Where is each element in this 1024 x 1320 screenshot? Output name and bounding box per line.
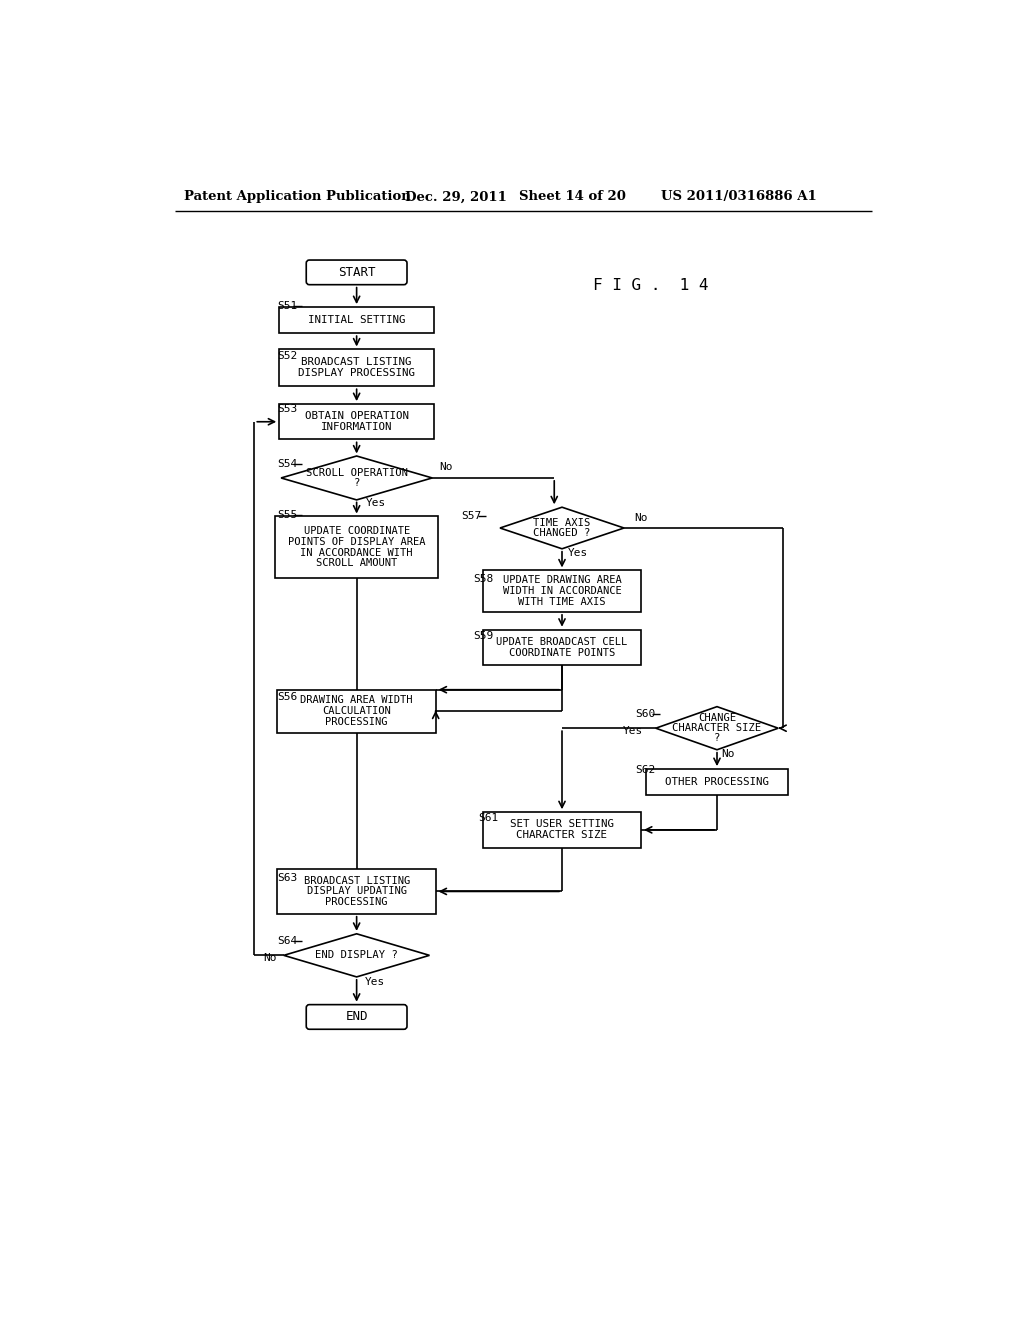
Text: Yes: Yes (366, 499, 386, 508)
Bar (280, 308, 434, 333)
Text: END DISPLAY ?: END DISPLAY ? (315, 950, 398, 961)
Text: No: No (634, 513, 647, 523)
Text: S51: S51 (276, 301, 297, 312)
Polygon shape (500, 507, 624, 549)
Polygon shape (655, 706, 778, 750)
Text: PROCESSING: PROCESSING (326, 717, 388, 727)
Text: COORDINATE POINTS: COORDINATE POINTS (509, 648, 615, 657)
Text: F I G .  1 4: F I G . 1 4 (593, 279, 709, 293)
Text: S63: S63 (276, 873, 297, 883)
Text: CALCULATION: CALCULATION (323, 706, 391, 717)
Text: Yes: Yes (365, 977, 385, 986)
Bar (278, 869, 436, 913)
Text: CHARACTER SIZE: CHARACTER SIZE (516, 830, 607, 841)
Text: WITH TIME AXIS: WITH TIME AXIS (518, 597, 606, 607)
Text: DISPLAY PROCESSING: DISPLAY PROCESSING (298, 368, 415, 379)
Text: Dec. 29, 2011: Dec. 29, 2011 (406, 190, 507, 203)
Text: ?: ? (714, 733, 720, 743)
Text: S61: S61 (478, 813, 499, 822)
Text: S54: S54 (276, 459, 297, 469)
Text: OBTAIN OPERATION: OBTAIN OPERATION (304, 412, 409, 421)
Text: Patent Application Publication: Patent Application Publication (183, 190, 411, 203)
Text: UPDATE COORDINATE: UPDATE COORDINATE (303, 527, 410, 536)
Text: UPDATE DRAWING AREA: UPDATE DRAWING AREA (503, 576, 622, 585)
Bar (275, 516, 438, 578)
Bar (482, 570, 641, 612)
Text: SET USER SETTING: SET USER SETTING (510, 820, 614, 829)
Text: S55: S55 (276, 510, 297, 520)
Text: SCROLL OPERATION: SCROLL OPERATION (305, 469, 408, 478)
Text: Sheet 14 of 20: Sheet 14 of 20 (519, 190, 627, 203)
Bar (646, 770, 787, 795)
Text: DRAWING AREA WIDTH: DRAWING AREA WIDTH (300, 696, 413, 705)
Text: WIDTH IN ACCORDANCE: WIDTH IN ACCORDANCE (503, 586, 622, 597)
Bar (482, 812, 641, 847)
Text: END: END (345, 1010, 368, 1023)
Text: BROADCAST LISTING: BROADCAST LISTING (303, 875, 410, 886)
Text: Yes: Yes (624, 726, 643, 737)
Text: INFORMATION: INFORMATION (321, 422, 392, 432)
Text: START: START (338, 265, 376, 279)
Text: S56: S56 (276, 693, 297, 702)
Text: IN ACCORDANCE WITH: IN ACCORDANCE WITH (300, 548, 413, 557)
Text: UPDATE BROADCAST CELL: UPDATE BROADCAST CELL (497, 638, 628, 647)
Text: S64: S64 (276, 936, 297, 946)
Text: CHARACTER SIZE: CHARACTER SIZE (673, 723, 762, 733)
Text: No: No (722, 750, 735, 759)
Text: DISPLAY UPDATING: DISPLAY UPDATING (306, 887, 407, 896)
Text: BROADCAST LISTING: BROADCAST LISTING (301, 358, 412, 367)
Text: SCROLL AMOUNT: SCROLL AMOUNT (316, 558, 397, 569)
Bar (280, 404, 434, 440)
Text: PROCESSING: PROCESSING (326, 898, 388, 907)
Text: No: No (263, 953, 276, 964)
Bar (280, 350, 434, 387)
Bar (482, 630, 641, 665)
Polygon shape (284, 933, 429, 977)
Text: POINTS OF DISPLAY AREA: POINTS OF DISPLAY AREA (288, 537, 425, 546)
Text: US 2011/0316886 A1: US 2011/0316886 A1 (662, 190, 817, 203)
Text: CHANGE: CHANGE (698, 713, 736, 723)
FancyBboxPatch shape (306, 260, 407, 285)
Text: S59: S59 (473, 631, 494, 640)
Polygon shape (281, 455, 432, 500)
Text: Yes: Yes (568, 548, 589, 557)
FancyBboxPatch shape (306, 1005, 407, 1030)
Text: S60: S60 (636, 709, 656, 719)
Text: INITIAL SETTING: INITIAL SETTING (308, 315, 406, 325)
Text: ?: ? (353, 478, 359, 488)
Text: S52: S52 (276, 351, 297, 360)
Text: TIME AXIS: TIME AXIS (534, 517, 591, 528)
Text: S53: S53 (276, 404, 297, 414)
Text: CHANGED ?: CHANGED ? (534, 528, 591, 539)
Text: S57: S57 (461, 511, 481, 520)
Bar (278, 689, 436, 733)
Text: S58: S58 (473, 574, 494, 583)
Text: OTHER PROCESSING: OTHER PROCESSING (665, 777, 769, 787)
Text: S62: S62 (636, 764, 656, 775)
Text: No: No (439, 462, 453, 473)
